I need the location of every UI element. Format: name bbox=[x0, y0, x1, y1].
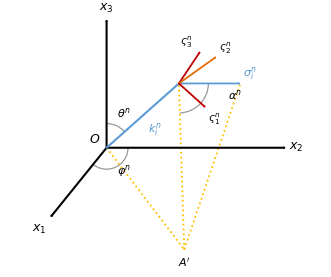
Text: $k_i^n$: $k_i^n$ bbox=[148, 121, 162, 138]
Text: $O$: $O$ bbox=[89, 134, 101, 147]
Text: $x_1$: $x_1$ bbox=[32, 223, 46, 236]
Text: $\varsigma_3^n$: $\varsigma_3^n$ bbox=[180, 35, 192, 50]
Text: $\varphi^n$: $\varphi^n$ bbox=[117, 163, 131, 179]
Text: $A^{\prime}$: $A^{\prime}$ bbox=[178, 256, 191, 269]
Text: $\sigma_i^n$: $\sigma_i^n$ bbox=[243, 65, 257, 82]
Text: $x_3$: $x_3$ bbox=[99, 2, 114, 15]
Text: $\alpha^n$: $\alpha^n$ bbox=[228, 88, 243, 102]
Text: $x_2$: $x_2$ bbox=[289, 141, 303, 154]
Text: $\varsigma_1^n$: $\varsigma_1^n$ bbox=[208, 112, 221, 127]
Text: $\varsigma_2^n$: $\varsigma_2^n$ bbox=[219, 40, 232, 56]
Text: $\theta^n$: $\theta^n$ bbox=[117, 106, 131, 120]
